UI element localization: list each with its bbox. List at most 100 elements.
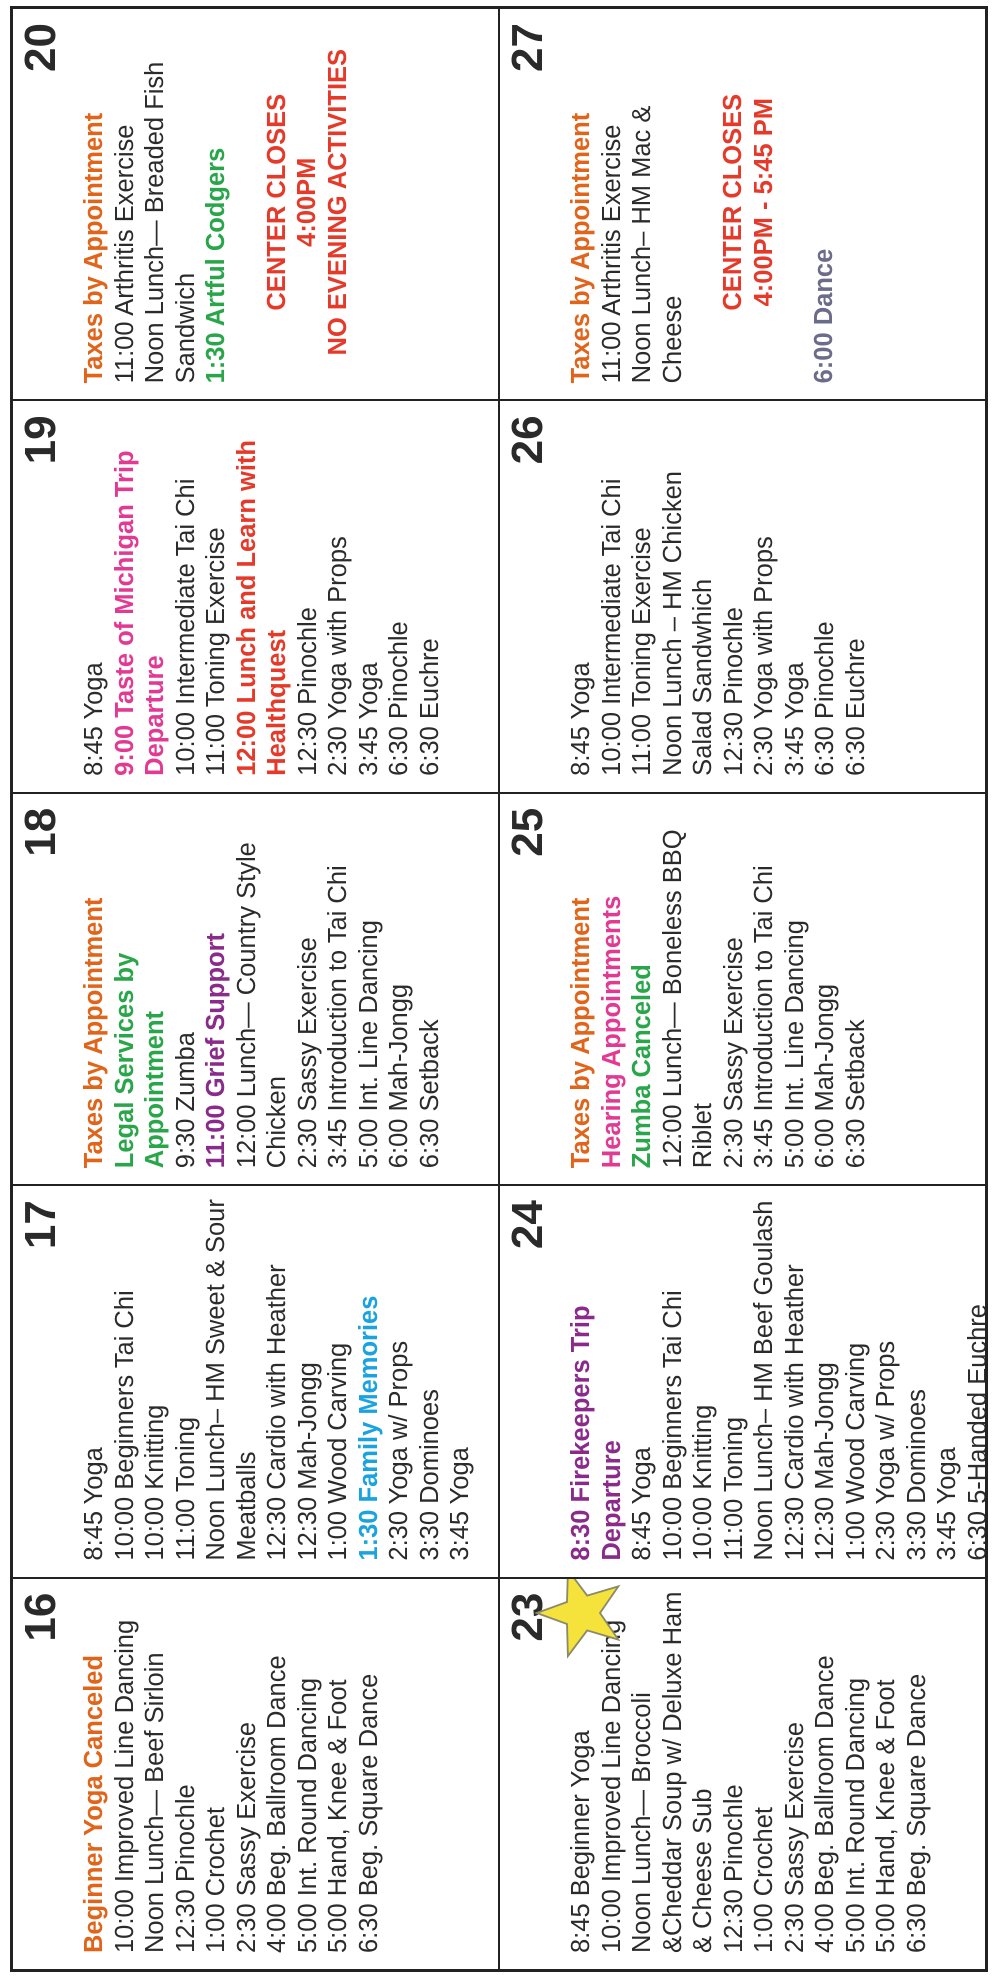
event-line: 6:30 5-Handed Euchre (963, 1304, 987, 1561)
event-line: 12:30 Cardio with Heather (780, 1264, 809, 1561)
event-line: 6:30 Euchre (415, 638, 444, 776)
event-line: 11:00 Toning (171, 1416, 200, 1561)
event-line: 10:00 Knitting (689, 1404, 717, 1561)
event-line: 12:00 Lunch— Country Style Chicken (232, 842, 292, 1169)
event-line: 2:30 Sassy Exercise (232, 1721, 261, 1953)
event-line: 9:30 Zumba (171, 1032, 200, 1169)
event-line: 9:00 Taste of Michigan Trip Departure (110, 450, 170, 776)
event-line: Noon Lunch— Beef Sirloin (141, 1652, 169, 1953)
spacer (688, 21, 718, 383)
event-line: 12:30 Pinochle (293, 607, 322, 776)
event-line: 6:30 Pinochle (385, 621, 413, 776)
event-line: 6:30 Beg. Square Dance (354, 1673, 383, 1953)
day-number: 16 (16, 1592, 65, 1642)
event-line: Taxes by Appointment (567, 897, 595, 1169)
event-line: 2:30 Sassy Exercise (293, 937, 322, 1169)
event-line: 11:00 Arthritis Exercise (110, 124, 139, 384)
event-line: 1:30 Family Memories (354, 1295, 383, 1561)
day-cell-18: 18 Taxes by Appointment Legal Services b… (12, 792, 499, 1186)
event-line: 12:00 Lunch and Learn with Healthquest (232, 440, 292, 776)
event-line: 2:30 Yoga with Props (750, 536, 778, 776)
event-line: 2:30 Yoga with Props (324, 536, 352, 776)
day-cell-24: 24 8:30 Firekeepers Trip Departure 8:45 … (499, 1185, 987, 1578)
event-line: 5:00 Hand, Knee & Foot (324, 1679, 352, 1953)
day-number: 17 (16, 1200, 65, 1250)
event-line: 8:45 Yoga (80, 1447, 108, 1561)
event-line: 6:30 Beg. Square Dance (902, 1673, 931, 1953)
event-line: 3:45 Yoga (933, 1447, 961, 1561)
event-line: 5:00 Int. Round Dancing (841, 1677, 870, 1953)
event-line: 3:45 Yoga (446, 1447, 474, 1561)
day-number: 24 (503, 1200, 552, 1250)
event-line: 2:30 Sassy Exercise (719, 937, 748, 1169)
event-line: 6:00 Mah-Jongg (385, 983, 413, 1169)
event-line: 2:30 Yoga w/ Props (872, 1340, 900, 1561)
day-cell-23: 23 8:45 Beginner Yoga 10:00 Improved Lin… (499, 1577, 986, 1970)
event-line: 3:45 Yoga (354, 662, 383, 776)
day-number: 20 (16, 23, 65, 72)
event-line: 1:00 Wood Carving (324, 1342, 352, 1561)
event-line: 11:00 Arthritis Exercise (597, 124, 626, 384)
event-line: 3:30 Dominoes (902, 1389, 931, 1561)
closing-notice: CENTER CLOSES (719, 93, 747, 311)
event-line: 12:30 Mah-Jongg (811, 1362, 839, 1561)
day-cell-17: 17 8:45 Yoga 10:00 Beginners Tai Chi 10:… (12, 1185, 499, 1578)
event-line: 1:00 Wood Carving (841, 1342, 870, 1561)
event-line: Noon Lunch – HM Chicken Salad Sandwhich (658, 471, 718, 776)
event-line: 11:00 Toning Exercise (628, 527, 656, 776)
day-cell-25: 25 Taxes by Appointment Hearing Appointm… (499, 792, 986, 1186)
event-line: Noon Lunch– HM Beef Goulash (750, 1200, 778, 1561)
event-line: Taxes by Appointment (80, 112, 108, 384)
event-line: 6:30 Setback (841, 1019, 870, 1169)
event-line: 4:00 Beg. Ballroom Dance (263, 1655, 291, 1953)
spacer (232, 21, 262, 383)
event-line: 5:00 Int. Round Dancing (293, 1677, 322, 1953)
event-line: 3:45 Introduction to Tai Chi (324, 865, 352, 1169)
event-line: 5:00 Int. Line Dancing (780, 920, 809, 1169)
event-line: Noon Lunch— Broccoli &Cheddar Soup w/ De… (628, 1591, 717, 1953)
event-line: Hearing Appointments (597, 895, 626, 1169)
spacer (779, 21, 809, 383)
event-line: 12:30 Pinochle (171, 1784, 200, 1953)
event-line: 10:00 Intermediate Tai Chi (597, 478, 626, 776)
event-line: 10:00 Beginners Tai Chi (110, 1290, 139, 1561)
event-line: Taxes by Appointment (80, 897, 108, 1169)
day-cell-19: 19 8:45 Yoga 9:00 Taste of Michigan Trip… (12, 400, 499, 793)
day-number: 26 (503, 415, 552, 465)
closing-time: 4:00PM - 5:45 PM (749, 98, 778, 307)
event-line: 6:30 Setback (415, 1019, 444, 1169)
day-number: 25 (503, 807, 552, 857)
closing-time: 4:00PM (293, 157, 321, 247)
event-line: 8:45 Yoga (80, 662, 108, 776)
event-line: 1:00 Crochet (202, 1806, 230, 1953)
day-cell-16: 16 Beginner Yoga Canceled 10:00 Improved… (12, 1577, 499, 1970)
event-line: 8:30 Firekeepers Trip Departure (567, 1305, 626, 1561)
day-cell-27: 27 Taxes by Appointment 11:00 Arthritis … (499, 8, 986, 401)
event-line: Zumba Canceled (628, 964, 656, 1169)
day-number: 18 (16, 807, 65, 857)
event-line: 3:30 Dominoes (415, 1389, 444, 1561)
event-line: Noon Lunch– HM Sweet & Sour Meatballs (202, 1199, 261, 1561)
event-line: 3:45 Yoga (780, 662, 809, 776)
event-line: 1:00 Crochet (750, 1806, 778, 1953)
event-line: 6:00 Dance (810, 248, 838, 384)
event-line: 8:45 Yoga (567, 662, 595, 776)
event-line: 2:30 Yoga w/ Props (385, 1340, 413, 1561)
calendar-grid: 16 Beginner Yoga Canceled 10:00 Improved… (10, 6, 988, 1972)
event-line: 12:30 Mah-Jongg (293, 1362, 322, 1561)
event-line: Noon Lunch— Breaded Fish Sandwich (141, 61, 200, 384)
event-line: 11:00 Toning (719, 1416, 748, 1561)
event-line: 6:00 Mah-Jongg (811, 983, 839, 1169)
event-line: 10:00 Knitting (141, 1404, 169, 1561)
event-line: 10:00 Improved Line Dancing (110, 1619, 139, 1953)
event-line: 8:45 Yoga (628, 1447, 656, 1561)
event-line: 11:00 Toning Exercise (202, 527, 230, 776)
event-line: 10:00 Intermediate Tai Chi (171, 478, 200, 776)
event-line: Noon Lunch– HM Mac & Cheese (628, 105, 687, 384)
event-line: 2:30 Sassy Exercise (780, 1721, 809, 1953)
event-line: 12:30 Cardio with Heather (263, 1264, 291, 1561)
day-cell-26: 26 8:45 Yoga 10:00 Intermediate Tai Chi … (499, 400, 986, 793)
event-line: 6:30 Pinochle (811, 621, 839, 776)
evening-notice: NO EVENING ACTIVITIES (323, 48, 352, 356)
